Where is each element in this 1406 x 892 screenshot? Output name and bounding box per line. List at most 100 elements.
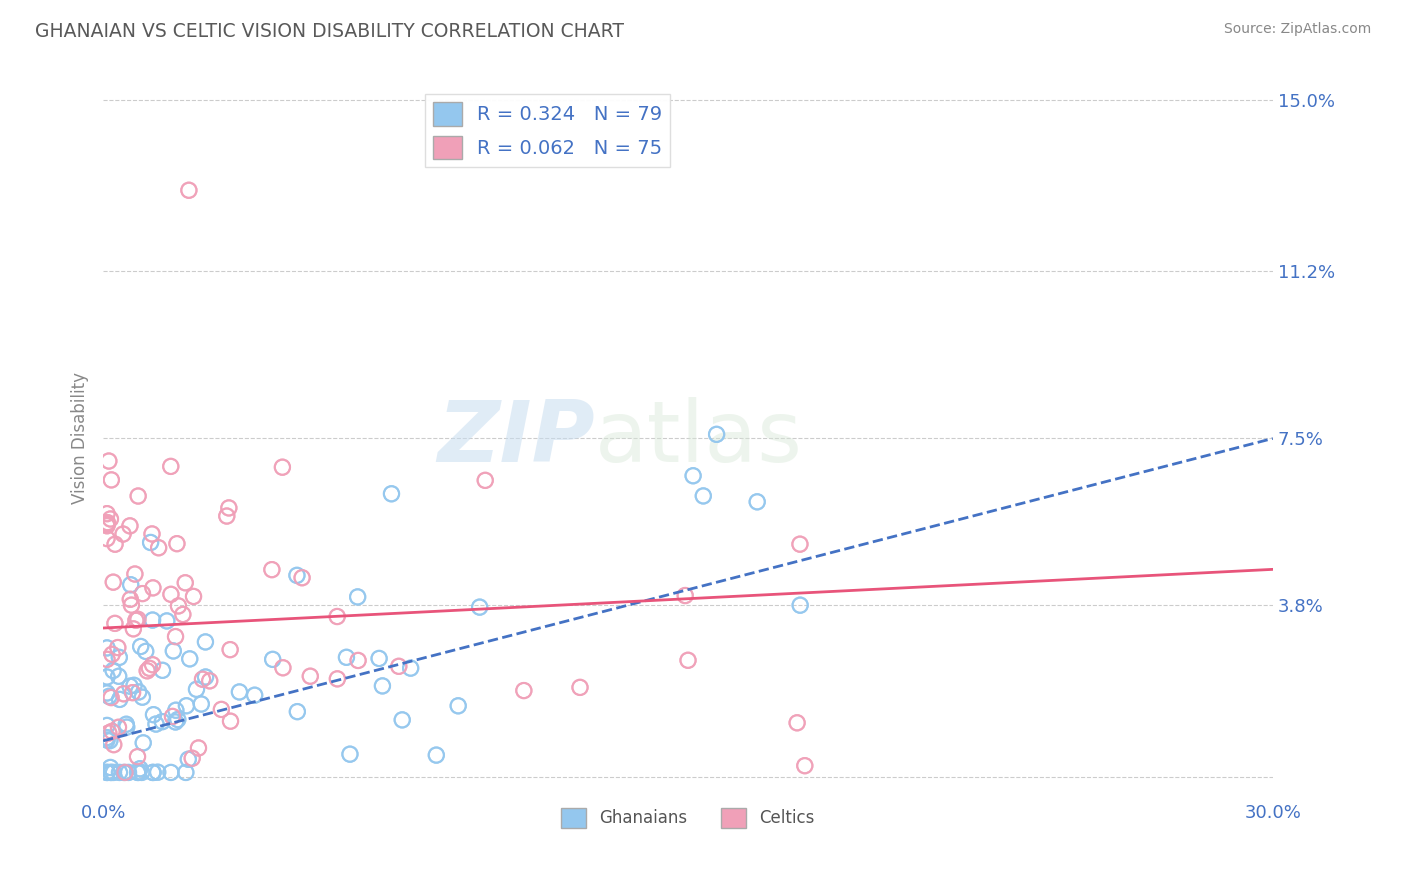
Point xyxy=(115,720,138,734)
Point xyxy=(131,765,153,780)
Point xyxy=(399,661,422,675)
Point xyxy=(291,571,314,585)
Point xyxy=(673,589,696,603)
Point xyxy=(692,489,714,503)
Point xyxy=(162,709,184,723)
Point xyxy=(142,581,165,595)
Point xyxy=(159,459,181,474)
Point xyxy=(96,652,118,666)
Point xyxy=(243,688,266,702)
Point xyxy=(120,592,142,607)
Point xyxy=(96,516,118,530)
Point xyxy=(569,681,592,695)
Point xyxy=(121,686,143,700)
Point xyxy=(335,650,357,665)
Point xyxy=(159,459,181,474)
Point xyxy=(194,635,217,649)
Point xyxy=(186,682,208,697)
Point xyxy=(187,741,209,756)
Point xyxy=(191,672,214,686)
Point xyxy=(124,567,146,582)
Point xyxy=(160,587,183,601)
Point xyxy=(120,598,142,612)
Point xyxy=(142,765,165,780)
Point xyxy=(96,765,118,780)
Point xyxy=(118,519,141,533)
Point xyxy=(299,669,322,683)
Point xyxy=(162,644,184,658)
Point xyxy=(96,765,118,780)
Point xyxy=(215,509,238,524)
Point xyxy=(167,599,190,613)
Point xyxy=(198,673,221,688)
Point xyxy=(371,679,394,693)
Point xyxy=(120,578,142,592)
Point xyxy=(160,765,183,780)
Point xyxy=(136,664,159,678)
Point xyxy=(271,661,294,675)
Point xyxy=(271,460,294,475)
Point xyxy=(142,613,165,627)
Point xyxy=(112,527,135,541)
Point xyxy=(219,642,242,657)
Point xyxy=(103,765,125,780)
Point xyxy=(474,474,496,488)
Point xyxy=(97,726,120,740)
Point xyxy=(103,575,125,590)
Point xyxy=(425,748,447,763)
Point xyxy=(96,765,118,780)
Point xyxy=(228,685,250,699)
Point xyxy=(103,738,125,752)
Point xyxy=(219,714,242,729)
Point xyxy=(285,568,308,582)
Point xyxy=(166,713,188,727)
Point xyxy=(447,698,470,713)
Point xyxy=(176,698,198,713)
Point xyxy=(186,682,208,697)
Point xyxy=(127,489,149,503)
Point xyxy=(150,714,173,729)
Point xyxy=(194,670,217,684)
Point xyxy=(96,731,118,745)
Point xyxy=(129,640,152,654)
Point xyxy=(100,690,122,705)
Point xyxy=(271,460,294,475)
Point xyxy=(132,736,155,750)
Point xyxy=(260,563,283,577)
Point xyxy=(148,541,170,555)
Point xyxy=(101,648,124,662)
Point xyxy=(96,640,118,655)
Point xyxy=(122,622,145,636)
Point xyxy=(187,741,209,756)
Point xyxy=(107,669,129,683)
Point xyxy=(142,765,165,780)
Point xyxy=(165,714,187,729)
Point xyxy=(101,648,124,662)
Point xyxy=(339,747,361,761)
Point xyxy=(285,705,308,719)
Point xyxy=(793,758,815,772)
Point xyxy=(152,663,174,677)
Point xyxy=(127,749,149,764)
Point xyxy=(128,685,150,699)
Point xyxy=(174,575,197,590)
Point xyxy=(335,650,357,665)
Point xyxy=(142,765,165,780)
Point xyxy=(115,720,138,734)
Point xyxy=(96,507,118,521)
Point xyxy=(120,578,142,592)
Point xyxy=(108,765,131,780)
Point xyxy=(100,760,122,774)
Text: ZIP: ZIP xyxy=(437,397,595,480)
Point xyxy=(115,717,138,731)
Point xyxy=(262,652,284,666)
Point xyxy=(100,765,122,780)
Point xyxy=(219,642,242,657)
Point xyxy=(673,589,696,603)
Point xyxy=(569,681,592,695)
Point xyxy=(165,714,187,729)
Point xyxy=(128,765,150,780)
Point xyxy=(299,669,322,683)
Point xyxy=(108,692,131,706)
Point xyxy=(117,765,139,780)
